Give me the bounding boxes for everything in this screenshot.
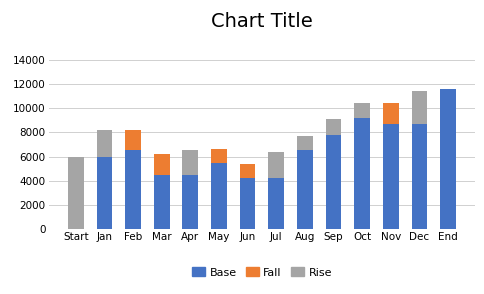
Bar <box>153 154 169 175</box>
Bar <box>325 119 341 135</box>
Bar <box>239 164 255 178</box>
Bar <box>182 151 198 175</box>
Bar <box>153 175 169 229</box>
Bar <box>382 103 398 124</box>
Bar <box>125 151 141 229</box>
Title: Chart Title: Chart Title <box>211 12 312 31</box>
Legend: Base, Fall, Rise: Base, Fall, Rise <box>187 263 336 282</box>
Bar <box>239 178 255 229</box>
Bar <box>211 163 227 229</box>
Bar <box>268 178 284 229</box>
Bar <box>382 124 398 229</box>
Bar <box>296 151 312 229</box>
Bar <box>96 130 112 156</box>
Bar <box>211 149 227 163</box>
Bar <box>325 135 341 229</box>
Bar <box>439 89 455 229</box>
Bar <box>353 118 369 229</box>
Bar <box>353 103 369 118</box>
Bar <box>410 91 426 124</box>
Bar <box>182 175 198 229</box>
Bar <box>96 156 112 229</box>
Bar <box>68 156 83 229</box>
Bar <box>125 130 141 151</box>
Bar <box>268 152 284 178</box>
Bar <box>410 124 426 229</box>
Bar <box>296 136 312 151</box>
